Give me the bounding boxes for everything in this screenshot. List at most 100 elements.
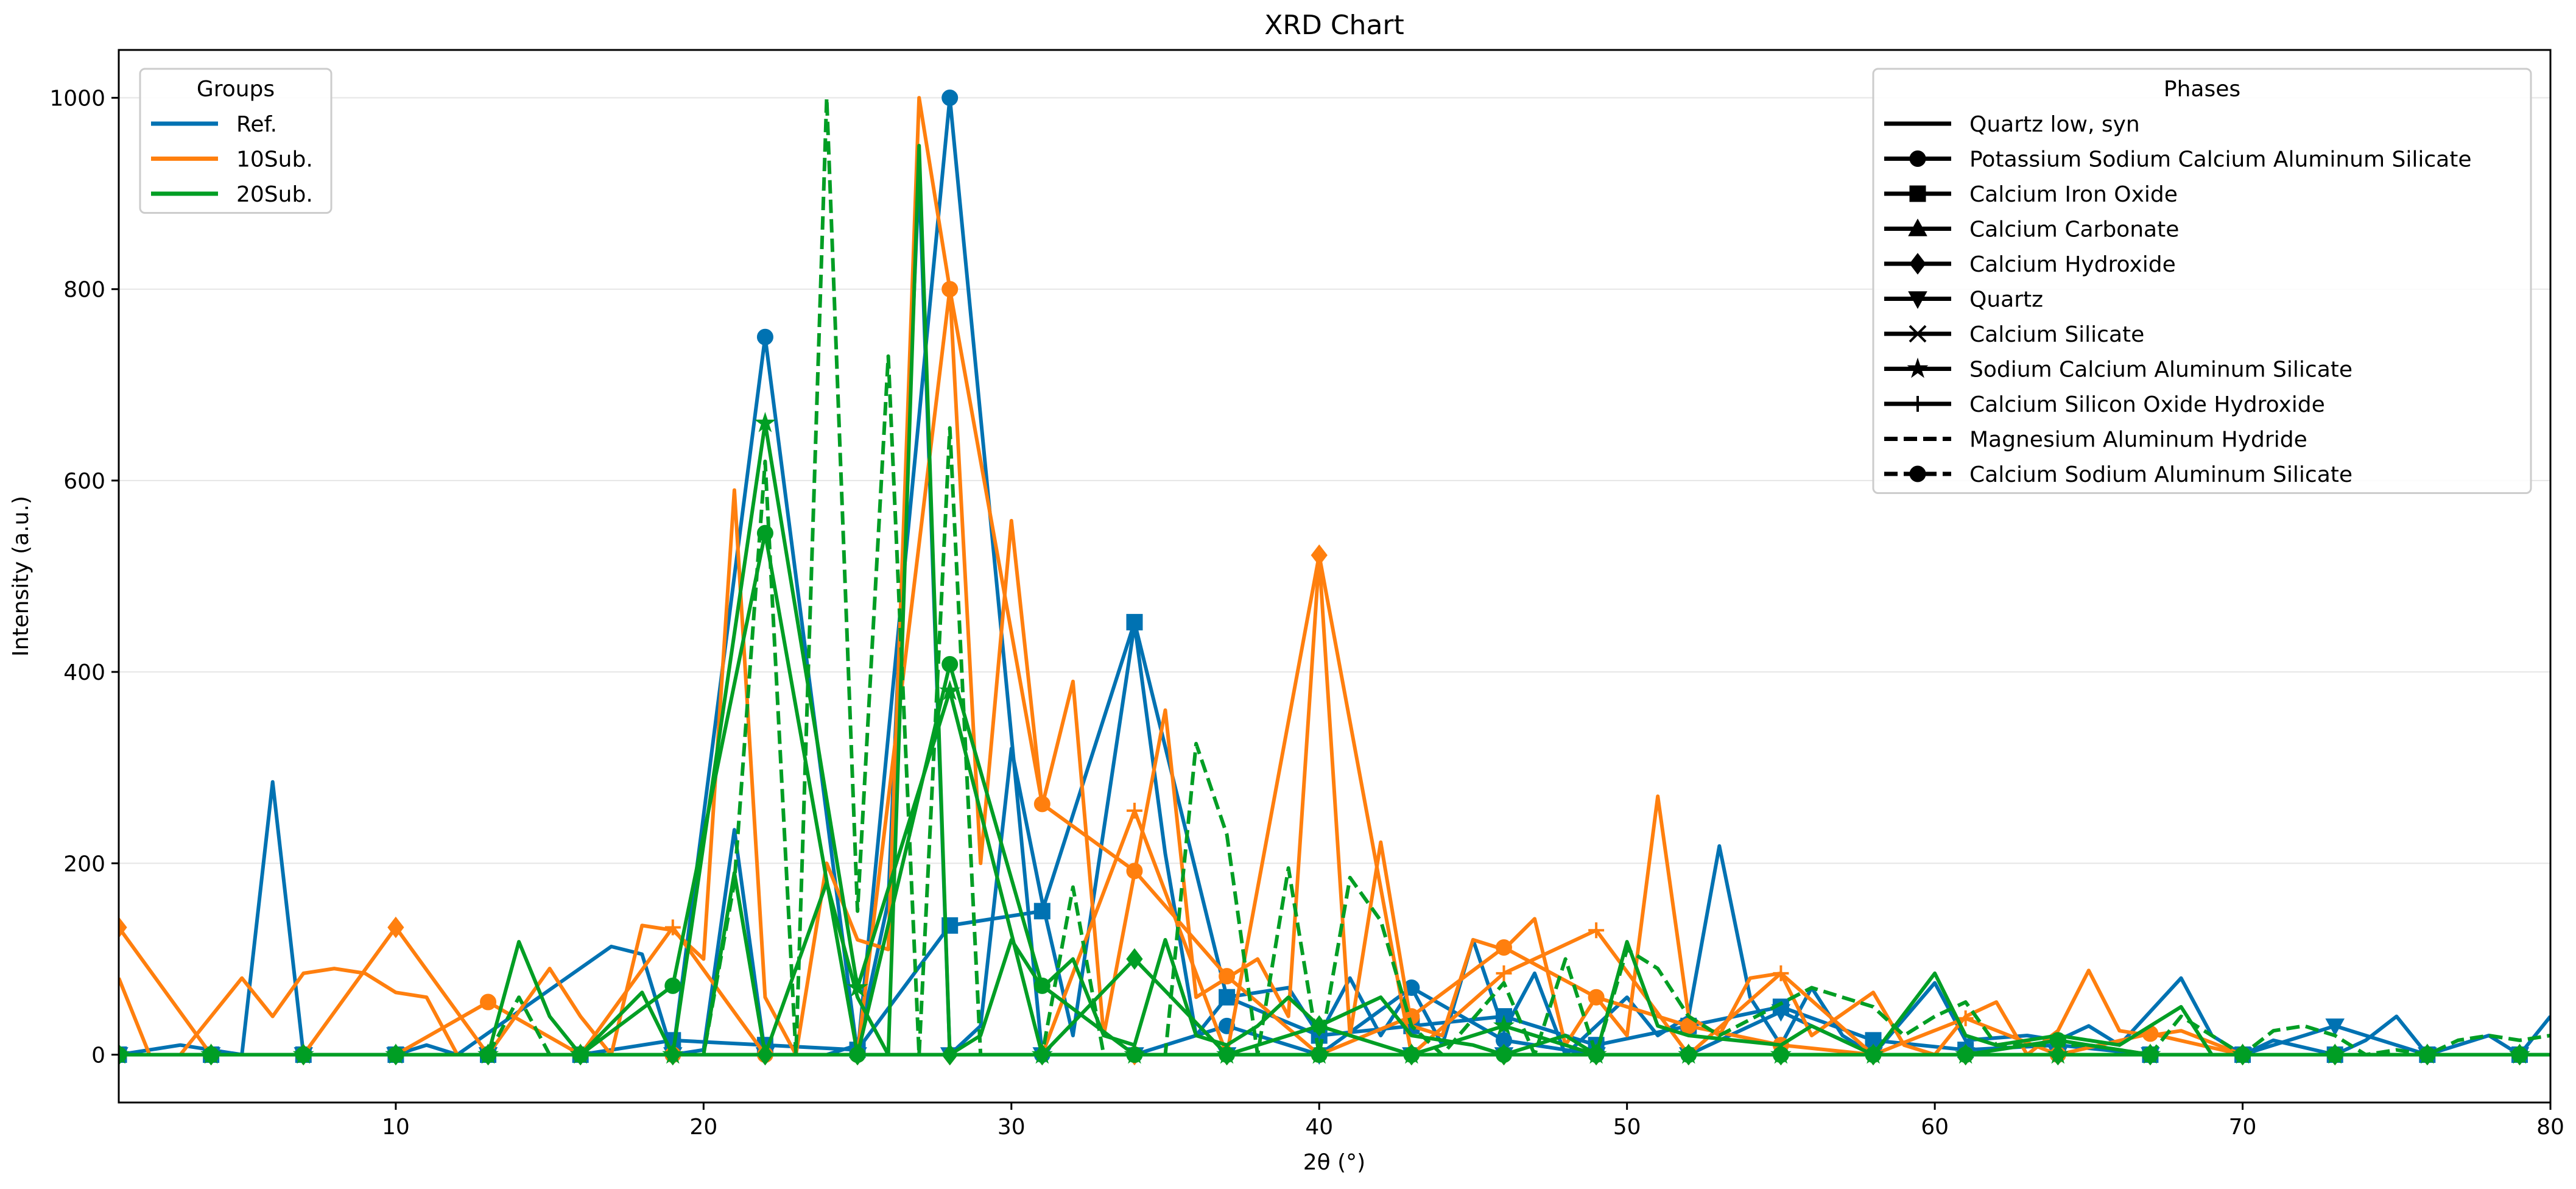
data-point (1495, 939, 1512, 956)
data-point (1308, 1043, 1330, 1064)
legend-box (1872, 68, 2532, 494)
data-point (387, 916, 404, 939)
data-point (941, 1043, 959, 1066)
data-point (1126, 948, 1143, 970)
data-point (2325, 1018, 2345, 1036)
data-point (477, 1043, 499, 1064)
y-tick-label: 1000 (49, 86, 105, 111)
plot-frame (118, 49, 2552, 1104)
legend-label: Calcium Silicate (1969, 322, 2144, 347)
x-tick-label: 10 (382, 1115, 410, 1140)
legend-marker (1909, 465, 1926, 482)
data-point (1955, 1043, 1977, 1064)
y-tick-label: 800 (63, 278, 105, 303)
x-axis: 10 20 30 40 50 60 70 80 (382, 1103, 2564, 1140)
legend-label: 10Sub. (236, 147, 313, 172)
data-point (756, 1043, 774, 1066)
x-tick-label: 80 (2536, 1115, 2564, 1140)
data-point (756, 328, 773, 345)
legend-marker (1908, 218, 1927, 236)
data-point (1033, 977, 1050, 994)
legend-title: Groups (197, 77, 275, 102)
x-tick-label: 50 (1613, 1115, 1641, 1140)
series-line (119, 96, 2550, 1057)
data-point (941, 90, 959, 107)
data-point (1588, 989, 1605, 1006)
data-point (1496, 965, 1512, 981)
legend-label: Quartz low, syn (1969, 112, 2140, 137)
series-layer (119, 90, 2550, 1066)
data-point (1862, 1043, 1884, 1064)
data-point (664, 919, 681, 936)
legend-marker (1909, 253, 1926, 275)
y-tick-label: 0 (91, 1043, 105, 1068)
data-point (664, 977, 681, 994)
data-point (119, 916, 127, 939)
data-point (1216, 1043, 1238, 1064)
data-point (846, 976, 868, 997)
legend-box (139, 68, 333, 214)
legend-label: Quartz (1969, 288, 2043, 312)
data-point (662, 1043, 684, 1064)
data-point (1770, 1043, 1792, 1064)
legend-marker (1909, 150, 1926, 167)
legend-phases: Phases Quartz low, syn Potassium Sodium Ca… (1872, 68, 2532, 494)
data-point (1588, 922, 1605, 939)
legend-title: Phases (2164, 77, 2240, 102)
data-point (1219, 968, 1236, 985)
legend-label: Magnesium Aluminum Hydride (1969, 428, 2307, 453)
data-point (1678, 1043, 1700, 1064)
data-point (941, 281, 959, 298)
legend-label: Calcium Hydroxide (1969, 252, 2176, 277)
data-point (1033, 903, 1050, 920)
legend-marker (1910, 396, 1926, 412)
x-tick-label: 30 (998, 1115, 1026, 1140)
data-point (754, 412, 776, 432)
data-point (941, 656, 959, 673)
y-axis: 0 200 400 600 800 1000 (49, 86, 119, 1068)
series-20sub-magnesium-aluminum-hydride (119, 96, 2550, 1057)
data-point (1957, 1010, 1974, 1026)
legend-label: Calcium Silicon Oxide Hydroxide (1969, 392, 2325, 417)
data-point (480, 993, 497, 1011)
legend-marker (1908, 291, 1927, 309)
legend-label: Sodium Calcium Aluminum Silicate (1969, 358, 2353, 383)
legend-label: 20Sub. (236, 182, 313, 207)
x-tick-label: 70 (2229, 1115, 2257, 1140)
data-point (1773, 965, 1789, 981)
x-tick-label: 20 (689, 1115, 717, 1140)
data-point (1401, 1043, 1423, 1064)
x-tick-label: 60 (1921, 1115, 1949, 1140)
data-point (1126, 802, 1142, 819)
y-axis-label: Intensity (a.u.) (9, 496, 33, 657)
legend-label: Calcium Carbonate (1969, 217, 2179, 242)
data-point (849, 1043, 866, 1066)
data-point (2508, 1043, 2531, 1064)
chart-title: XRD Chart (1264, 10, 1404, 41)
legend-label: Ref. (236, 112, 277, 137)
data-point (1126, 863, 1143, 880)
data-point (1495, 1043, 1513, 1066)
data-point (1126, 613, 1143, 630)
x-axis-label: 2θ (°) (1303, 1150, 1365, 1175)
data-point (1311, 544, 1328, 566)
legend-label: Calcium Sodium Aluminum Silicate (1969, 462, 2353, 487)
legend-marker (1907, 357, 1929, 378)
x-tick-label: 40 (1305, 1115, 1333, 1140)
legend-label: Calcium Iron Oxide (1969, 182, 2178, 207)
y-tick-label: 400 (63, 660, 105, 685)
y-tick-label: 200 (63, 852, 105, 877)
data-point (200, 1043, 222, 1064)
data-point (2324, 1043, 2346, 1064)
data-point (1033, 796, 1050, 813)
data-point (1219, 989, 1236, 1006)
data-point (1585, 1043, 1607, 1064)
data-point (2047, 1043, 2069, 1064)
y-tick-label: 600 (63, 469, 105, 494)
legend-marker (1909, 325, 1927, 343)
legend-groups: Groups Ref. 10Sub. 20Sub. (139, 68, 333, 214)
legend-label: Potassium Sodium Calcium Aluminum Silica… (1969, 147, 2471, 172)
data-point (939, 680, 961, 700)
